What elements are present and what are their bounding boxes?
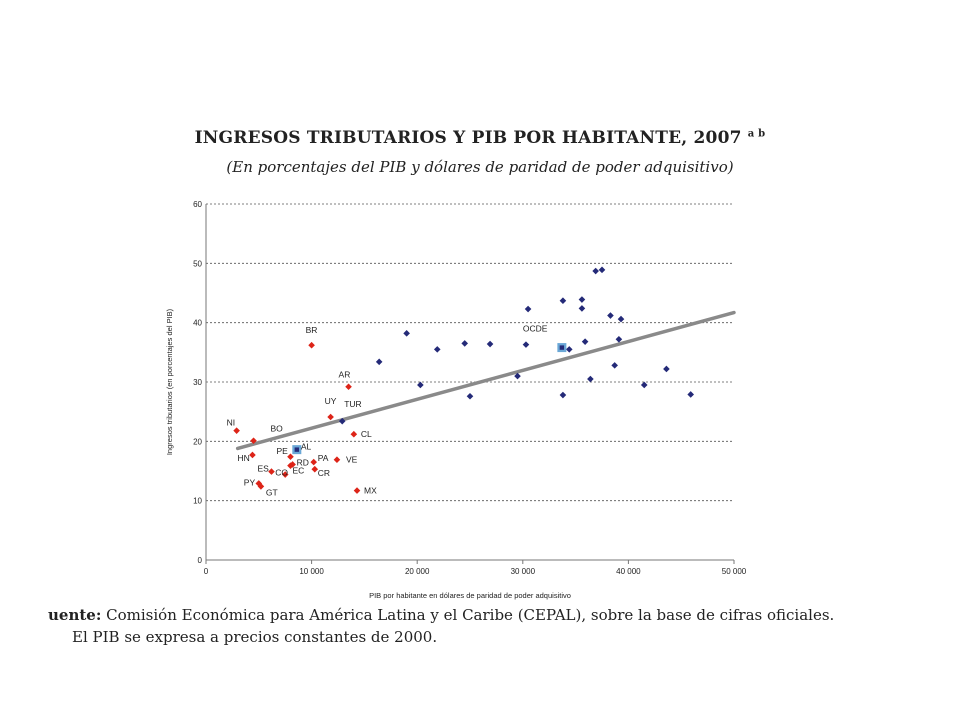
x-tick-label: 30 000 — [511, 567, 536, 576]
oecd-point — [486, 340, 494, 348]
point-label: PE — [276, 446, 288, 456]
oecd-point — [559, 391, 567, 399]
point-label: AR — [339, 370, 351, 380]
oecd-point — [592, 267, 599, 275]
latam-point — [287, 453, 294, 461]
latam-point — [350, 430, 358, 438]
oecd-point — [522, 341, 530, 348]
oecd-point — [617, 315, 625, 323]
point-label: MX — [364, 486, 377, 496]
oecd-point — [581, 338, 589, 345]
point-label: TUR — [344, 399, 361, 409]
point-label: RD — [297, 457, 309, 467]
latam-point — [249, 451, 256, 459]
oecd-point — [663, 365, 670, 373]
oecd-point — [461, 340, 469, 347]
y-axis-title: Ingresos tributarios (en porcentajes del… — [165, 308, 174, 455]
point-label: BO — [271, 424, 284, 434]
latam-point — [310, 458, 318, 466]
point-label: CL — [361, 429, 372, 439]
x-tick-label: 40 000 — [616, 567, 641, 576]
y-tick-label: 60 — [193, 200, 202, 209]
oecd-point — [587, 375, 594, 383]
source-note: uente: Comisión Económica para América L… — [48, 604, 834, 648]
point-label: OCDE — [523, 324, 548, 334]
source-text: Comisión Económica para América Latina y… — [106, 606, 835, 624]
point-label: CO — [275, 468, 288, 478]
chart-title: INGRESOS TRIBUTARIOS Y PIB POR HABITANTE… — [0, 128, 960, 148]
point-label: UY — [325, 396, 337, 406]
oecd-point — [615, 335, 623, 343]
average-marker-core — [559, 345, 565, 350]
oecd-point — [375, 358, 383, 366]
y-tick-label: 0 — [198, 556, 203, 565]
oecd-point — [559, 297, 567, 305]
latam-point — [345, 383, 352, 391]
x-tick-label: 20 000 — [405, 567, 430, 576]
title-footnote-marker: a b — [747, 128, 766, 140]
point-label: GT — [266, 487, 278, 497]
oecd-point — [433, 346, 441, 353]
latam-point — [250, 437, 257, 445]
note-text: El PIB se expresa a precios constantes d… — [72, 628, 438, 646]
oecd-point — [524, 305, 532, 313]
point-label: BR — [306, 325, 318, 335]
latam-point — [311, 465, 319, 473]
chart-subtitle: (En porcentajes del PIB y dólares de par… — [226, 158, 734, 176]
oecd-point — [466, 392, 474, 400]
oecd-point — [514, 372, 521, 380]
point-label: PY — [244, 477, 256, 487]
oecd-point — [607, 312, 614, 319]
oecd-point — [687, 391, 695, 398]
point-label: AL — [301, 442, 312, 452]
y-tick-label: 40 — [193, 319, 202, 328]
oecd-point — [611, 362, 618, 369]
oecd-point — [338, 417, 346, 425]
point-label: ES — [257, 464, 269, 474]
point-label: NI — [227, 418, 236, 428]
source-label: uente: — [48, 606, 102, 624]
y-tick-label: 10 — [193, 497, 202, 506]
point-label: VE — [346, 455, 358, 465]
oecd-point — [578, 296, 586, 303]
latam-point — [255, 480, 263, 487]
oecd-point — [598, 266, 606, 274]
average-marker-core — [294, 447, 300, 452]
latam-point — [333, 456, 341, 464]
latam-point — [257, 483, 265, 490]
y-tick-label: 20 — [193, 437, 202, 446]
oecd-point — [578, 305, 586, 312]
x-axis-title: PIB por habitante en dólares de paridad … — [369, 591, 571, 600]
point-label: HN — [237, 453, 249, 463]
latam-point — [289, 461, 296, 468]
y-tick-label: 30 — [193, 378, 202, 387]
x-tick-label: 10 000 — [299, 567, 324, 576]
latam-point — [327, 413, 334, 421]
oecd-point — [565, 346, 573, 353]
point-label: PA — [318, 453, 329, 463]
latam-point — [353, 487, 361, 494]
x-tick-label: 0 — [204, 567, 209, 576]
y-tick-label: 50 — [193, 259, 202, 268]
oecd-point — [640, 381, 648, 389]
latam-point — [233, 427, 240, 434]
trend-line — [235, 310, 736, 451]
oecd-point — [417, 381, 424, 389]
point-label: CR — [318, 468, 330, 478]
point-label: EC — [292, 466, 304, 476]
x-tick-label: 50 000 — [722, 567, 747, 576]
latam-point — [308, 341, 315, 349]
chart-title-text: INGRESOS TRIBUTARIOS Y PIB POR HABITANTE… — [194, 128, 742, 148]
latam-point — [281, 471, 289, 478]
latam-point — [268, 468, 275, 475]
oecd-point — [403, 330, 410, 337]
